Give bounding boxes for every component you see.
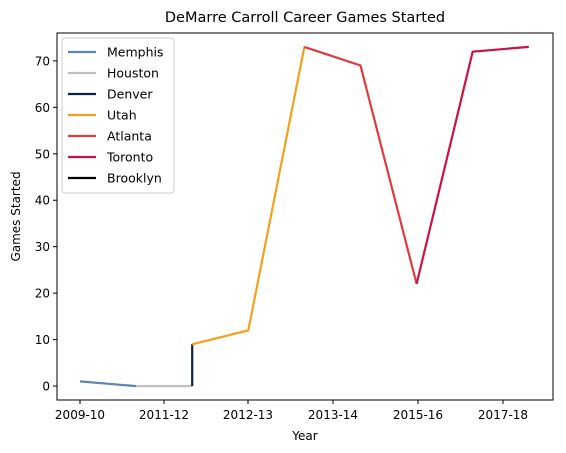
legend-label-toronto: Toronto <box>106 150 153 165</box>
y-axis: 0 10 20 30 40 50 60 70 <box>35 54 57 394</box>
legend-label-brooklyn: Brooklyn <box>107 171 162 186</box>
x-tick-label-2015-16: 2015-16 <box>393 408 443 422</box>
series-line-memphis <box>79 380 137 388</box>
x-axis-label: Year <box>291 429 317 443</box>
series-line-utah <box>191 46 306 346</box>
legend-label-houston: Houston <box>107 66 159 81</box>
legend-label-memphis: Memphis <box>107 45 164 60</box>
series-line-atlanta <box>304 45 418 285</box>
legend-label-atlanta: Atlanta <box>107 129 152 144</box>
series-lines <box>79 45 529 388</box>
y-tick-label-20: 20 <box>35 287 50 301</box>
y-axis-label: Games Started <box>9 171 23 261</box>
x-axis: 2009-10 2011-12 2012-13 2013-14 2015-16 2017-… <box>55 400 528 422</box>
chart-title: DeMarre Carroll Career Games Started <box>165 10 445 26</box>
y-tick-label-10: 10 <box>35 333 50 347</box>
legend-box <box>61 37 175 194</box>
legend-label-denver: Denver <box>107 87 153 102</box>
y-tick-label-60: 60 <box>35 101 50 115</box>
y-tick-label-40: 40 <box>35 194 50 208</box>
x-tick-label-2013-14: 2013-14 <box>308 408 358 422</box>
y-tick-label-30: 30 <box>35 240 50 254</box>
x-tick-label-2011-12: 2011-12 <box>139 408 189 422</box>
y-tick-label-70: 70 <box>35 54 50 68</box>
x-tick-label-2017-18: 2017-18 <box>478 408 528 422</box>
x-tick-label-2012-13: 2012-13 <box>223 408 273 422</box>
y-tick-label-0: 0 <box>42 380 50 394</box>
x-tick-label-2009-10: 2009-10 <box>55 408 105 422</box>
legend: Memphis Houston Denver Utah Atlanta Toronto Br… <box>61 37 175 194</box>
legend-label-utah: Utah <box>107 108 137 123</box>
y-tick-label-50: 50 <box>35 147 50 161</box>
plot-area-frame <box>56 32 554 401</box>
series-line-toronto <box>415 45 529 285</box>
